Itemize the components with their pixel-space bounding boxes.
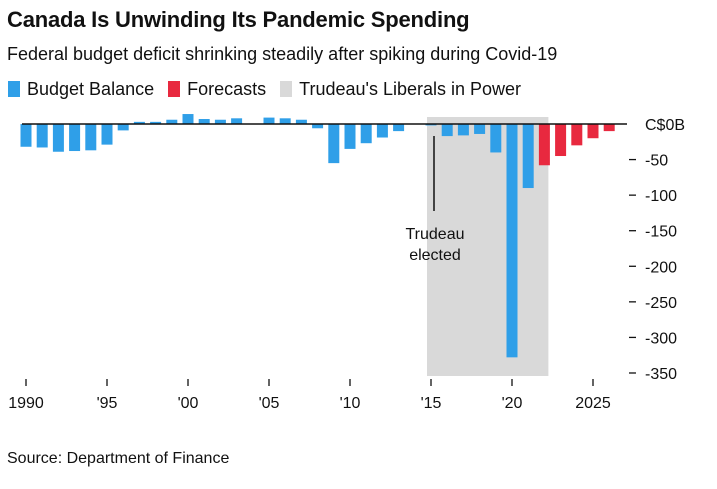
x-tick-label: '20: [502, 395, 523, 412]
legend-item-budget-balance: Budget Balance: [8, 79, 154, 100]
bar-budget-balance-2018: [474, 124, 486, 134]
bar-budget-balance-2017: [457, 124, 469, 136]
bar-budget-balance-1998: [150, 121, 162, 124]
x-tick-label: '15: [421, 395, 442, 412]
y-tick-label: -300: [645, 330, 677, 347]
bar-forecast-2026: [603, 124, 615, 132]
y-tick-label: -50: [645, 153, 668, 170]
y-tick-label: -200: [645, 259, 677, 276]
bar-budget-balance-2000: [182, 114, 194, 124]
x-tick-label: '05: [259, 395, 280, 412]
x-tick-label: '00: [178, 395, 199, 412]
y-tick-label: C$0B: [645, 117, 685, 134]
bar-budget-balance-2021: [522, 124, 534, 189]
bar-budget-balance-2003: [231, 118, 243, 124]
bar-budget-balance-2011: [360, 124, 372, 144]
x-tick-label: 2025: [575, 395, 611, 412]
bar-budget-balance-2012: [376, 124, 388, 138]
legend: Budget Balance Forecasts Trudeau's Liber…: [8, 79, 535, 99]
bar-budget-balance-1991: [36, 124, 48, 148]
bar-budget-balance-2010: [344, 124, 356, 149]
bar-budget-balance-2009: [328, 124, 340, 164]
bar-forecast-2023: [555, 124, 567, 157]
legend-label-budget-balance: Budget Balance: [27, 78, 155, 99]
bar-budget-balance-2001: [198, 119, 210, 124]
bar-budget-balance-1994: [85, 124, 97, 151]
y-tick-label: -250: [645, 295, 677, 312]
bar-budget-balance-2013: [393, 124, 405, 132]
legend-label-liberals-in-power: Trudeau's Liberals in Power: [299, 78, 522, 99]
bar-forecast-2025: [587, 124, 599, 139]
bar-budget-balance-1995: [101, 124, 113, 145]
bar-budget-balance-1992: [52, 124, 64, 152]
chart-subtitle: Federal budget deficit shrinking steadil…: [7, 44, 558, 64]
bar-budget-balance-2016: [441, 124, 453, 137]
bar-budget-balance-2019: [490, 124, 502, 153]
legend-label-forecasts: Forecasts: [187, 78, 267, 99]
bar-budget-balance-2020: [506, 124, 518, 358]
legend-item-forecasts: Forecasts: [168, 79, 266, 100]
bar-budget-balance-1999: [166, 119, 178, 124]
x-tick-label: '10: [340, 395, 361, 412]
bar-budget-balance-1990: [20, 124, 32, 147]
bar-budget-balance-2005: [263, 117, 275, 124]
legend-swatch-forecasts: [168, 81, 181, 97]
y-tick-label: -100: [645, 188, 677, 205]
bar-budget-balance-2002: [214, 119, 226, 124]
x-tick-label: 1990: [8, 395, 44, 412]
bar-budget-balance-1993: [69, 124, 81, 152]
y-tick-label: -350: [645, 366, 677, 383]
bar-forecast-2024: [571, 124, 583, 146]
source-note: Source: Department of Finance: [7, 450, 230, 467]
bar-budget-balance-2007: [295, 119, 307, 124]
bar-budget-balance-2008: [312, 124, 324, 129]
x-tick-label: '95: [97, 395, 118, 412]
bar-forecast-2022: [538, 124, 550, 166]
legend-item-liberals-in-power: Trudeau's Liberals in Power: [280, 79, 521, 100]
chart-title: Canada Is Unwinding Its Pandemic Spendin…: [7, 7, 470, 32]
annotation-text-2: elected: [409, 247, 461, 264]
annotation-text-1: Trudeau: [406, 226, 465, 243]
y-tick-label: -150: [645, 224, 677, 241]
legend-swatch-budget-balance: [8, 81, 20, 97]
legend-swatch-liberals-in-power: [280, 81, 293, 97]
bar-budget-balance-2006: [279, 118, 291, 124]
bar-budget-balance-1996: [117, 124, 129, 131]
bar-budget-balance-1997: [133, 121, 145, 124]
